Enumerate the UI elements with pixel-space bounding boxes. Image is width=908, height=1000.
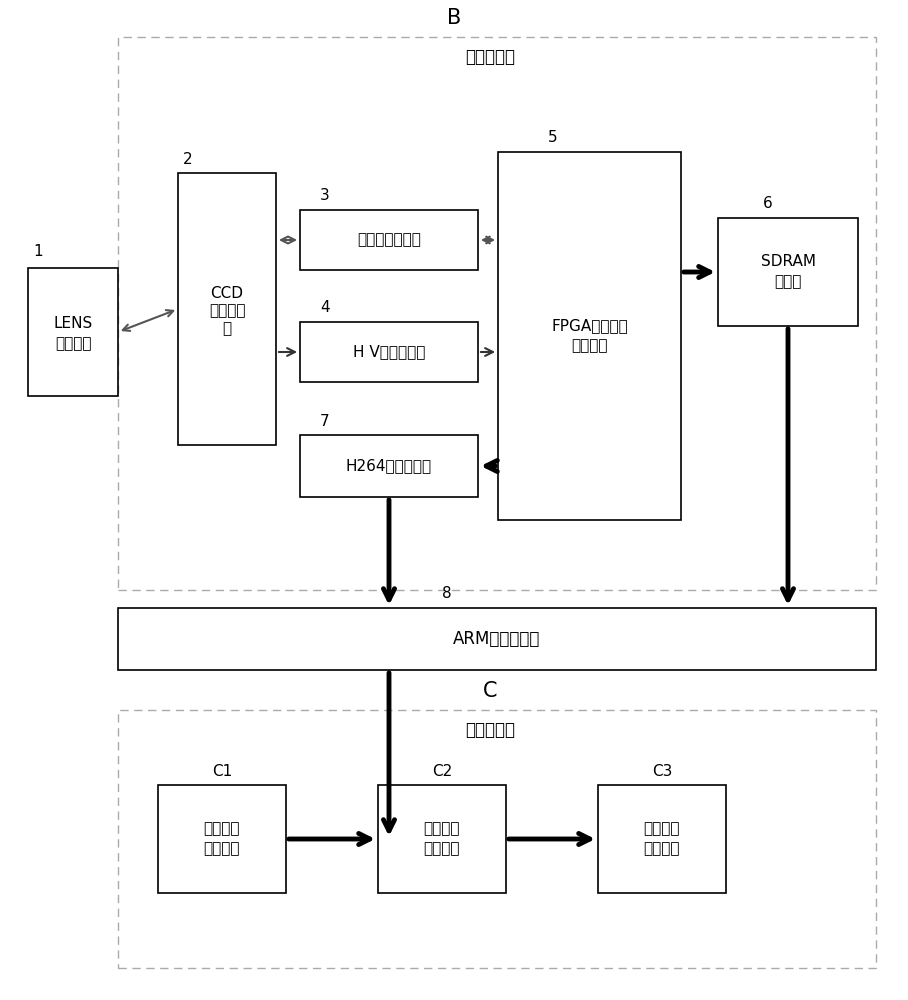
Text: 检测结果: 检测结果 (644, 822, 680, 836)
Bar (378, 785, 506, 893)
Text: H V信号驱动器: H V信号驱动器 (353, 344, 425, 360)
Bar (718, 218, 858, 326)
Text: 信号采集转换器: 信号采集转换器 (357, 232, 421, 247)
Text: 6: 6 (763, 196, 773, 212)
Text: C2: C2 (432, 764, 452, 778)
Text: 器: 器 (222, 322, 232, 336)
Text: 8: 8 (442, 586, 452, 601)
Text: ARM中心处理器: ARM中心处理器 (453, 630, 540, 648)
Bar (118, 608, 876, 670)
Text: FPGA可编程逻: FPGA可编程逻 (551, 318, 627, 334)
Text: LENS: LENS (54, 316, 93, 332)
Text: 检测分析: 检测分析 (424, 842, 460, 856)
Text: 工业控制机: 工业控制机 (465, 721, 515, 739)
Bar (300, 322, 478, 382)
Text: CCD: CCD (211, 286, 243, 300)
Bar (28, 268, 118, 396)
Text: 5: 5 (548, 130, 558, 145)
Text: 7: 7 (320, 414, 330, 428)
Bar (118, 37, 876, 590)
Text: 图像传感: 图像传感 (209, 304, 245, 318)
Text: 运动车辆: 运动车辆 (424, 822, 460, 836)
Text: 3: 3 (320, 188, 330, 204)
Text: 输出处理: 输出处理 (644, 842, 680, 856)
Text: 网络摄像机: 网络摄像机 (465, 48, 515, 66)
Text: H264录像编码器: H264录像编码器 (346, 458, 432, 474)
Text: 辑处理器: 辑处理器 (571, 338, 607, 354)
Bar (118, 710, 876, 968)
Text: 1: 1 (33, 244, 43, 259)
Text: C: C (483, 681, 498, 701)
Bar (158, 785, 286, 893)
Text: C3: C3 (652, 764, 672, 778)
Bar (598, 785, 726, 893)
Bar (498, 152, 681, 520)
Text: 存储器: 存储器 (775, 274, 802, 290)
Text: SDRAM: SDRAM (761, 254, 815, 269)
Bar (178, 173, 276, 445)
Text: 4: 4 (320, 300, 330, 316)
Text: C1: C1 (212, 764, 232, 778)
Text: 实时图片: 实时图片 (203, 822, 241, 836)
Text: 2: 2 (183, 151, 192, 166)
Bar (300, 210, 478, 270)
Text: 光学镜头: 光学镜头 (54, 336, 91, 352)
Text: 序列采集: 序列采集 (203, 842, 241, 856)
Text: B: B (447, 8, 461, 28)
Bar (300, 435, 478, 497)
